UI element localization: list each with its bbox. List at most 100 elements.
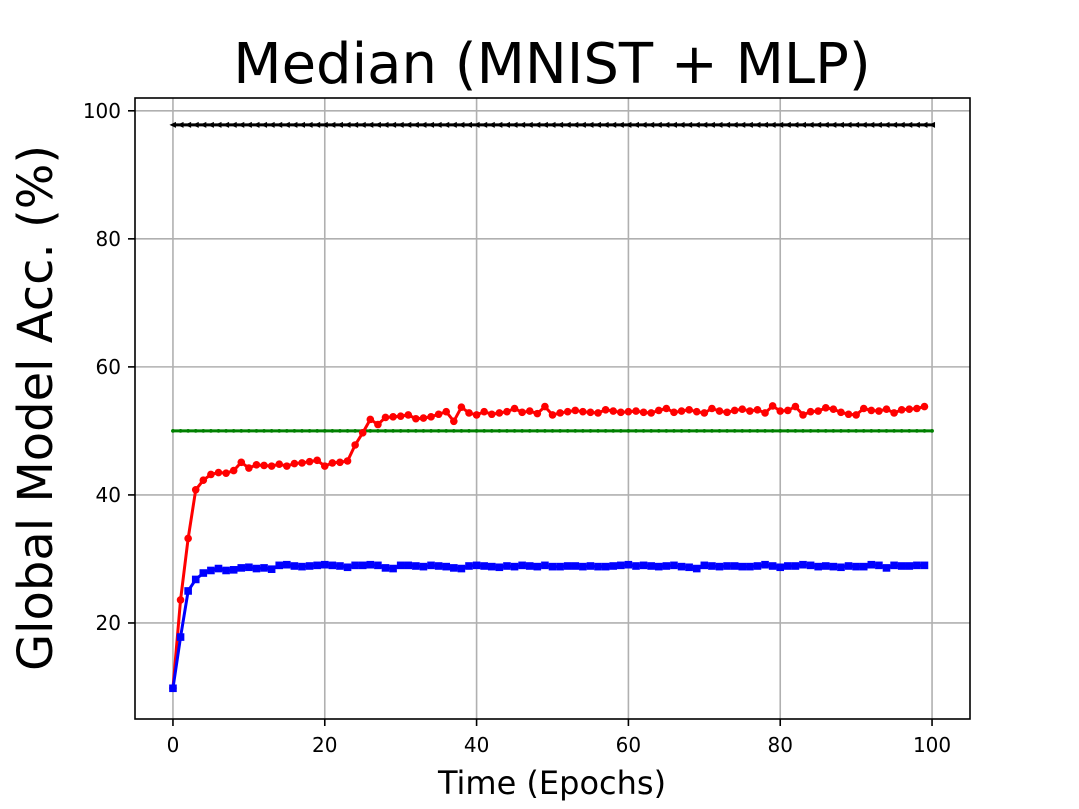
- data-point: [859, 404, 868, 413]
- data-point: [761, 409, 769, 417]
- data-point: [602, 121, 609, 128]
- data-point: [178, 429, 183, 433]
- data-point: [396, 412, 405, 420]
- data-point: [687, 429, 692, 433]
- series-0: [169, 121, 936, 128]
- data-point: [277, 429, 282, 433]
- data-point: [770, 429, 775, 433]
- data-point: [480, 121, 488, 128]
- data-point: [723, 121, 731, 128]
- data-point: [580, 429, 585, 433]
- x-tick-label: 60: [616, 733, 641, 757]
- data-point: [482, 429, 487, 433]
- data-point: [822, 121, 829, 128]
- data-point: [670, 561, 678, 570]
- data-point: [549, 121, 556, 128]
- data-point: [844, 410, 853, 419]
- data-point: [245, 563, 253, 572]
- data-point: [527, 429, 532, 433]
- data-point: [839, 429, 843, 433]
- data-point: [412, 562, 420, 570]
- data-point: [890, 409, 898, 417]
- data-point: [776, 407, 785, 415]
- data-point: [465, 121, 472, 128]
- data-point: [548, 562, 557, 571]
- data-point: [495, 563, 504, 572]
- series-1: [171, 429, 934, 433]
- data-point: [222, 469, 230, 477]
- data-point: [808, 429, 813, 433]
- data-point: [359, 121, 366, 128]
- data-point: [267, 565, 276, 573]
- x-tick-label: 100: [913, 733, 951, 757]
- data-point: [913, 121, 920, 128]
- data-point: [473, 121, 480, 128]
- data-point: [533, 562, 542, 571]
- data-point: [626, 429, 631, 433]
- data-point: [376, 429, 380, 433]
- data-point: [214, 564, 223, 573]
- data-point: [518, 121, 526, 128]
- data-point: [427, 413, 435, 421]
- data-point: [558, 429, 562, 433]
- data-point: [814, 407, 822, 415]
- data-point: [474, 429, 479, 433]
- data-point: [467, 429, 471, 433]
- data-point: [647, 121, 655, 128]
- data-point: [556, 562, 564, 571]
- data-point: [730, 406, 739, 415]
- data-point: [837, 563, 845, 572]
- data-point: [708, 121, 715, 128]
- data-point: [594, 562, 602, 571]
- data-point: [374, 561, 382, 570]
- data-point: [343, 457, 352, 465]
- data-point: [300, 429, 304, 433]
- data-point: [495, 409, 504, 417]
- data-point: [267, 462, 276, 470]
- data-point: [732, 429, 737, 433]
- data-point: [330, 429, 335, 433]
- data-point: [776, 121, 784, 128]
- data-point: [738, 405, 747, 413]
- data-point: [717, 429, 722, 433]
- data-point: [398, 429, 403, 433]
- data-point: [427, 121, 435, 128]
- data-point: [892, 429, 896, 433]
- data-point: [290, 121, 298, 128]
- data-point: [412, 414, 420, 423]
- data-point: [435, 121, 442, 128]
- data-point: [427, 561, 435, 570]
- data-point: [199, 569, 208, 577]
- data-point: [588, 429, 593, 433]
- data-point: [518, 561, 526, 570]
- data-point: [320, 560, 329, 569]
- data-point: [617, 121, 624, 128]
- data-point: [639, 408, 648, 417]
- data-point: [184, 121, 192, 128]
- plot-series: [169, 121, 936, 693]
- x-tick-label: 40: [464, 733, 489, 757]
- data-point: [755, 429, 760, 433]
- data-point: [930, 429, 934, 433]
- data-point: [290, 562, 299, 570]
- data-point: [171, 429, 175, 433]
- data-point: [837, 408, 845, 417]
- data-point: [861, 429, 866, 433]
- data-point: [859, 562, 868, 571]
- data-point: [784, 562, 792, 570]
- data-point: [344, 121, 351, 128]
- data-point: [890, 121, 898, 128]
- data-point: [541, 402, 549, 411]
- data-point: [821, 404, 830, 412]
- data-point: [434, 562, 443, 570]
- x-axis-label: Time (Epochs): [437, 764, 666, 802]
- y-tick-label: 80: [96, 227, 121, 251]
- data-point: [564, 121, 571, 128]
- data-point: [305, 562, 314, 570]
- data-point: [209, 429, 213, 433]
- data-point: [799, 121, 806, 128]
- data-point: [778, 429, 783, 433]
- data-point: [184, 534, 192, 543]
- data-point: [343, 563, 352, 572]
